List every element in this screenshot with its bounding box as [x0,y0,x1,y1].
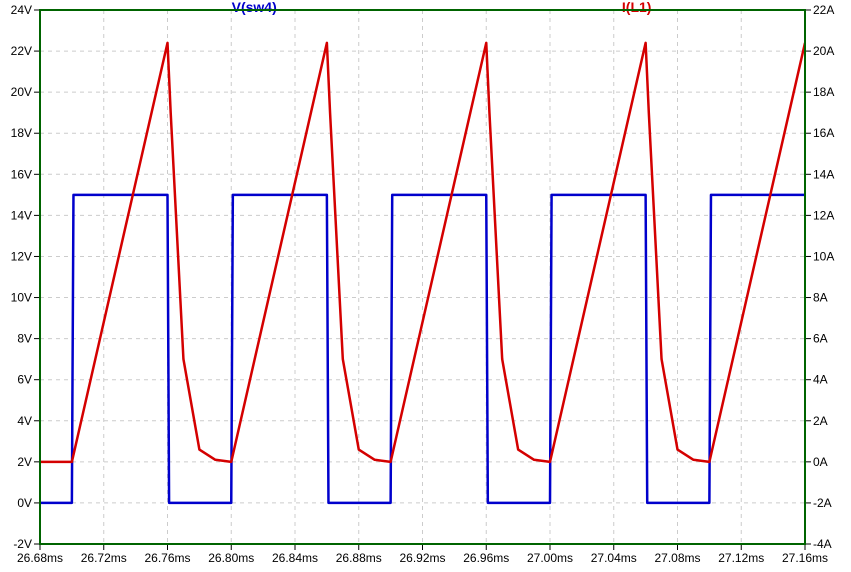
y-left-tick-label: 12V [11,249,32,263]
y-right-tick-label: -4A [813,537,832,551]
y-left-tick-label: 24V [11,3,32,17]
y-left-tick-label: 16V [11,167,32,181]
x-tick-label: 26.92ms [399,551,445,565]
y-right-tick-label: -2A [813,496,832,510]
y-left-tick-label: 2V [17,455,32,469]
y-right-tick-label: 4A [813,373,828,387]
y-left-tick-label: 0V [17,496,32,510]
y-left-tick-label: 20V [11,85,32,99]
y-right-tick-label: 10A [813,249,834,263]
series-label: V(sw4) [232,0,277,15]
y-left-tick-label: 4V [17,414,32,428]
y-left-tick-label: 14V [11,208,32,222]
y-right-tick-label: 16A [813,126,834,140]
x-tick-label: 27.04ms [591,551,637,565]
x-tick-label: 27.16ms [782,551,828,565]
y-right-tick-label: 0A [813,455,828,469]
y-right-tick-label: 2A [813,414,828,428]
x-tick-label: 27.08ms [654,551,700,565]
y-right-tick-label: 18A [813,85,834,99]
y-left-tick-label: 22V [11,44,32,58]
x-tick-label: 26.84ms [272,551,318,565]
x-tick-label: 27.00ms [527,551,573,565]
y-left-tick-label: 6V [17,373,32,387]
y-left-tick-label: 10V [11,291,32,305]
waveform-chart: 26.68ms 26.72ms 26.76ms 26.80ms 26.84ms 26.88… [0,0,851,572]
y-right-tick-label: 6A [813,332,828,346]
series-label: I(L1) [622,0,652,15]
x-tick-label: 27.12ms [718,551,764,565]
y-left-tick-label: 18V [11,126,32,140]
x-tick-label: 26.88ms [336,551,382,565]
x-tick-label: 26.68ms [17,551,63,565]
y-right-tick-label: 8A [813,291,828,305]
y-left-tick-label: 8V [17,332,32,346]
x-tick-label: 26.76ms [144,551,190,565]
y-right-tick-label: 12A [813,208,834,222]
x-tick-label: 26.80ms [208,551,254,565]
y-left-tick-label: -2V [13,537,32,551]
y-right-tick-label: 22A [813,3,834,17]
x-tick-label: 26.96ms [463,551,509,565]
y-right-tick-label: 20A [813,44,834,58]
x-tick-label: 26.72ms [81,551,127,565]
y-right-tick-label: 14A [813,167,834,181]
